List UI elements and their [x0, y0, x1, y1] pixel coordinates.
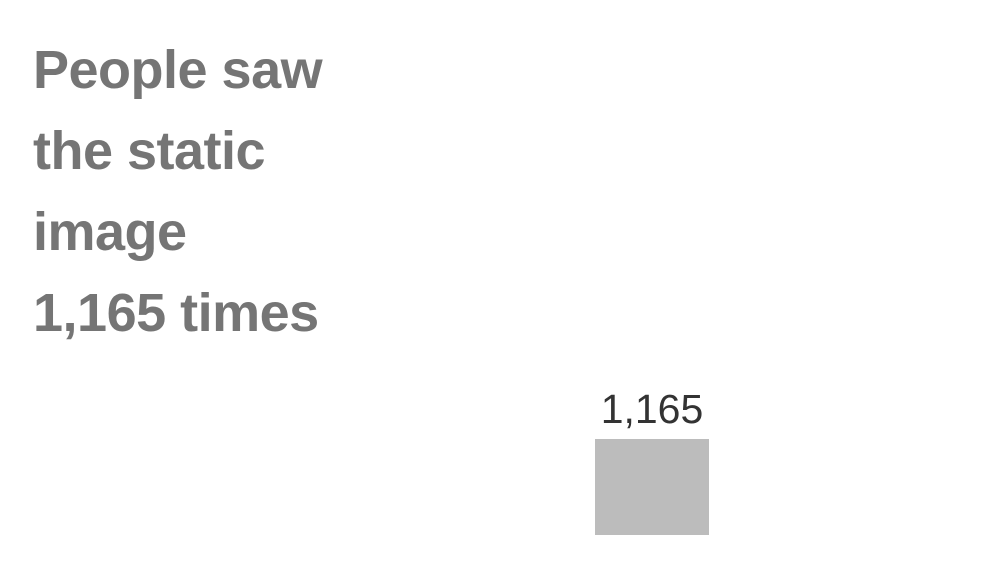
headline-line-2: the static	[33, 121, 266, 181]
chart-headline: People saw the static image 1,165 times	[33, 30, 433, 354]
headline-line-3: image	[33, 202, 187, 262]
bar-0	[595, 439, 709, 535]
data-label-group: 1,165	[601, 386, 704, 432]
headline-line-4: 1,165 times	[33, 283, 319, 343]
bar-group	[595, 439, 709, 535]
headline-line-1: People saw	[33, 40, 323, 100]
bar-value-label-0: 1,165	[601, 386, 704, 432]
